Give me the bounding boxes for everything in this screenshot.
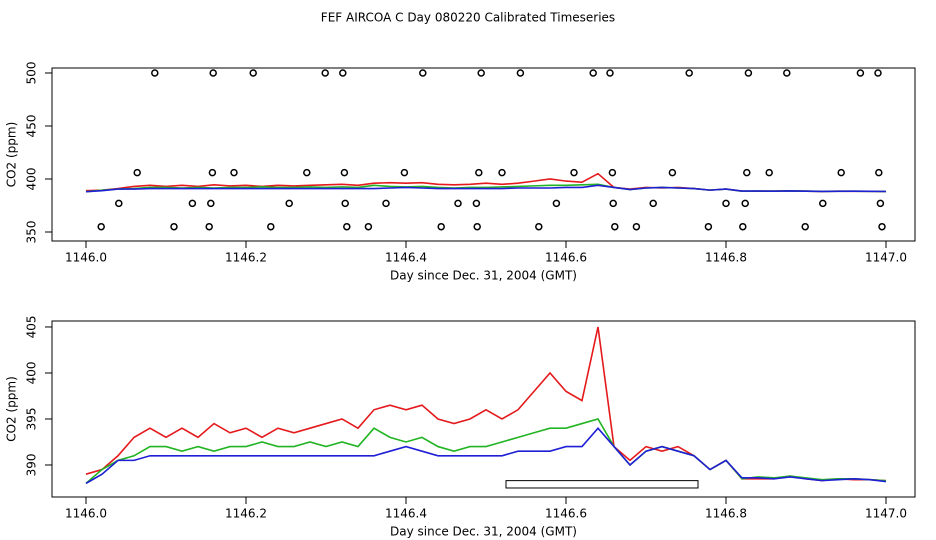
- data-point: [437, 222, 445, 231]
- data-point: [473, 222, 481, 231]
- data-point: [209, 69, 217, 77]
- x-tick-label: 1146.2: [225, 251, 267, 265]
- x-tick-label: 1146.8: [705, 507, 747, 521]
- data-point: [837, 168, 845, 177]
- y-tick-label: 400: [25, 168, 39, 191]
- data-point: [188, 199, 197, 208]
- y-axis-label: CO2 (ppm): [5, 376, 19, 442]
- x-tick-label: 1146.4: [385, 507, 427, 521]
- data-point: [97, 222, 105, 231]
- x-tick-label: 1147.0: [865, 507, 907, 521]
- y-tick-label: 450: [25, 115, 39, 138]
- data-point: [267, 222, 275, 231]
- x-tick-label: 1147.0: [865, 251, 907, 265]
- data-point: [230, 168, 238, 177]
- data-point: [722, 199, 730, 208]
- plot-frame: [51, 67, 916, 242]
- data-point: [801, 222, 809, 231]
- data-point: [498, 168, 506, 177]
- data-point: [632, 222, 641, 231]
- y-tick-label: 500: [25, 62, 39, 85]
- data-point: [609, 199, 617, 208]
- y-tick-label: 395: [25, 408, 39, 431]
- series-line: [85, 326, 887, 482]
- data-point: [608, 168, 617, 177]
- data-point: [741, 199, 749, 208]
- data-point: [570, 168, 578, 177]
- data-point: [685, 69, 693, 77]
- x-tick-label: 1146.6: [545, 251, 587, 265]
- data-point: [611, 222, 619, 231]
- x-axis-label: Day since Dec. 31, 2004 (GMT): [390, 525, 577, 539]
- x-tick-label: 1146.4: [385, 251, 427, 265]
- data-point: [364, 222, 373, 231]
- data-point: [535, 222, 543, 231]
- data-point: [170, 222, 178, 231]
- data-point: [589, 69, 597, 77]
- data-point: [303, 168, 311, 177]
- data-point: [704, 222, 713, 231]
- data-point: [339, 69, 347, 77]
- data-point: [419, 69, 427, 77]
- data-point: [285, 199, 293, 208]
- data-point: [249, 69, 257, 77]
- data-point: [133, 168, 141, 177]
- data-point: [340, 168, 349, 177]
- data-point: [739, 222, 747, 231]
- data-point: [475, 168, 483, 177]
- data-point: [472, 199, 481, 208]
- data-point: [878, 222, 886, 231]
- series-line: [85, 426, 887, 485]
- data-point: [783, 69, 791, 77]
- data-point: [400, 168, 409, 177]
- data-point: [151, 69, 159, 77]
- data-point: [743, 168, 751, 177]
- data-point: [343, 222, 351, 231]
- interval-box: [505, 480, 699, 489]
- y-tick-label: 350: [25, 221, 39, 244]
- data-point: [382, 199, 390, 208]
- data-point: [744, 69, 753, 77]
- x-tick-label: 1146.8: [705, 251, 747, 265]
- data-point: [856, 69, 865, 77]
- series-line: [85, 184, 887, 193]
- x-tick-label: 1146.2: [225, 507, 267, 521]
- data-point: [819, 199, 827, 208]
- data-point: [874, 69, 882, 77]
- data-point: [208, 168, 217, 177]
- data-point: [477, 69, 485, 77]
- x-tick-label: 1146.0: [65, 507, 107, 521]
- data-point: [454, 199, 462, 208]
- data-point: [876, 199, 885, 208]
- data-point: [341, 199, 349, 208]
- data-point: [516, 69, 525, 77]
- data-point: [207, 199, 215, 208]
- data-point: [321, 69, 329, 77]
- data-point: [552, 199, 561, 208]
- x-tick-label: 1146.0: [65, 251, 107, 265]
- y-axis-label: CO2 (ppm): [5, 122, 19, 188]
- series-line: [85, 418, 887, 484]
- data-point: [765, 168, 773, 177]
- chart-title: FEF AIRCOA C Day 080220 Calibrated Times…: [321, 11, 615, 25]
- data-point: [649, 199, 657, 208]
- data-point: [115, 199, 123, 208]
- data-point: [606, 69, 614, 77]
- x-tick-label: 1146.6: [545, 507, 587, 521]
- plot-frame: [51, 320, 916, 498]
- y-tick-label: 405: [25, 316, 39, 339]
- x-axis-label: Day since Dec. 31, 2004 (GMT): [390, 269, 577, 283]
- data-point: [875, 168, 883, 177]
- data-point: [205, 222, 213, 231]
- y-tick-label: 400: [25, 362, 39, 385]
- data-point: [668, 168, 677, 177]
- y-tick-label: 390: [25, 454, 39, 477]
